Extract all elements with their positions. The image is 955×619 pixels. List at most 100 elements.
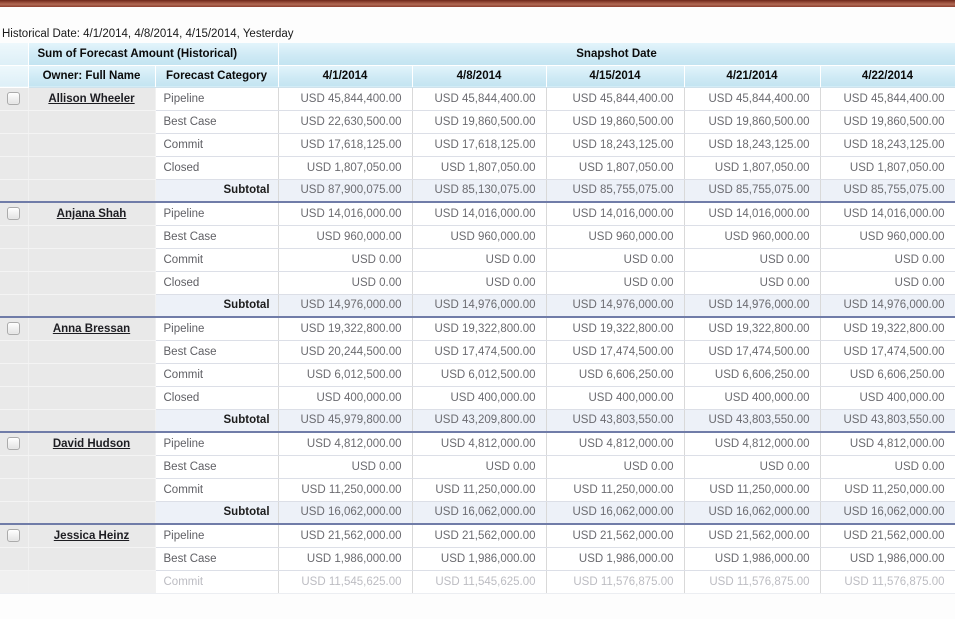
forecast-category-cell: Pipeline	[155, 87, 279, 111]
report-data-row: Best Case USD 960,000.00 USD 960,000.00 USD…	[0, 225, 955, 249]
report-data-row: Closed USD 400,000.00 USD 400,000.00 USD 40…	[0, 386, 955, 410]
owner-name-cell	[28, 271, 156, 295]
row-select-checkbox[interactable]	[7, 437, 21, 451]
row-checkbox-cell	[0, 386, 29, 410]
amount-cell: USD 6,606,250.00	[684, 363, 821, 387]
owner-name-cell	[28, 294, 156, 318]
report-header-row-2: Owner: Full Name Forecast Category 4/1/2…	[0, 65, 955, 88]
owner-name-cell	[28, 386, 156, 410]
amount-cell: USD 21,562,000.00	[412, 524, 547, 548]
report-data-row: Commit USD 6,012,500.00 USD 6,012,500.00 US…	[0, 363, 955, 387]
owner-name-cell: Anjana Shah	[28, 202, 156, 226]
owner-column-header[interactable]: Owner: Full Name	[28, 65, 156, 88]
forecast-category-cell: Commit	[155, 248, 279, 272]
amount-cell: USD 18,243,125.00	[820, 133, 955, 157]
amount-cell: USD 400,000.00	[278, 386, 413, 410]
report-data-row: Allison Wheeler Pipeline USD 45,844,400.00…	[0, 87, 955, 111]
forecast-category-cell: Commit	[155, 363, 279, 387]
row-checkbox-cell	[0, 501, 29, 525]
forecast-category-cell: Closed	[155, 156, 279, 180]
amount-cell: USD 14,016,000.00	[820, 202, 955, 226]
subtotal-amount-cell: USD 16,062,000.00	[684, 501, 821, 525]
forecast-category-cell: Best Case	[155, 455, 279, 479]
row-select-checkbox[interactable]	[7, 322, 21, 336]
date-column-header[interactable]: 4/1/2014	[278, 65, 413, 88]
row-checkbox-cell[interactable]	[0, 87, 29, 111]
owner-name-link[interactable]: Anna Bressan	[52, 322, 131, 335]
forecast-category-cell: Closed	[155, 386, 279, 410]
report-data-row: Commit USD 0.00 USD 0.00 USD 0.00 USD 0.00 US…	[0, 248, 955, 272]
amount-cell: USD 14,016,000.00	[684, 202, 821, 226]
report-data-row: Commit USD 11,250,000.00 USD 11,250,000.00…	[0, 478, 955, 502]
row-checkbox-cell[interactable]	[0, 432, 29, 456]
amount-cell: USD 0.00	[546, 271, 685, 295]
forecast-category-cell: Commit	[155, 570, 279, 594]
report-data-row: David Hudson Pipeline USD 4,812,000.00 USD …	[0, 432, 955, 456]
amount-cell: USD 960,000.00	[412, 225, 547, 249]
amount-cell: USD 17,474,500.00	[684, 340, 821, 364]
date-column-header[interactable]: 4/22/2014	[820, 65, 955, 88]
report-data-row: Best Case USD 0.00 USD 0.00 USD 0.00 USD 0.0…	[0, 455, 955, 479]
amount-cell: USD 0.00	[412, 271, 547, 295]
row-checkbox-cell	[0, 363, 29, 387]
amount-cell: USD 11,250,000.00	[412, 478, 547, 502]
amount-cell: USD 0.00	[684, 248, 821, 272]
report-data-row: Best Case USD 1,986,000.00 USD 1,986,000.0…	[0, 547, 955, 571]
amount-cell: USD 18,243,125.00	[546, 133, 685, 157]
amount-cell: USD 45,844,400.00	[820, 87, 955, 111]
amount-cell: USD 400,000.00	[820, 386, 955, 410]
amount-cell: USD 6,012,500.00	[278, 363, 413, 387]
date-column-header[interactable]: 4/15/2014	[546, 65, 685, 88]
date-column-header[interactable]: 4/21/2014	[684, 65, 821, 88]
row-checkbox-cell	[0, 248, 29, 272]
row-select-checkbox[interactable]	[7, 529, 21, 543]
date-column-header[interactable]: 4/8/2014	[412, 65, 547, 88]
subtotal-row: Subtotal USD 16,062,000.00 USD 16,062,000.…	[0, 501, 955, 525]
amount-cell: USD 14,016,000.00	[546, 202, 685, 226]
forecast-category-column-header[interactable]: Forecast Category	[155, 65, 279, 88]
amount-cell: USD 45,844,400.00	[684, 87, 821, 111]
amount-cell: USD 21,562,000.00	[684, 524, 821, 548]
amount-cell: USD 1,807,050.00	[820, 156, 955, 180]
amount-cell: USD 0.00	[546, 455, 685, 479]
forecast-category-cell: Pipeline	[155, 524, 279, 548]
amount-cell: USD 400,000.00	[684, 386, 821, 410]
subtotal-row: Subtotal USD 14,976,000.00 USD 14,976,000.…	[0, 294, 955, 318]
amount-cell: USD 0.00	[684, 455, 821, 479]
row-select-checkbox[interactable]	[7, 92, 21, 105]
subtotal-amount-cell: USD 14,976,000.00	[820, 294, 955, 318]
row-checkbox-cell[interactable]	[0, 524, 29, 548]
amount-cell: USD 20,244,500.00	[278, 340, 413, 364]
owner-name-link[interactable]: Allison Wheeler	[48, 92, 135, 105]
amount-cell: USD 4,812,000.00	[684, 432, 821, 456]
amount-cell: USD 1,986,000.00	[412, 547, 547, 571]
amount-cell: USD 19,860,500.00	[546, 110, 685, 134]
forecast-category-cell: Pipeline	[155, 317, 279, 341]
owner-name-cell: Allison Wheeler	[28, 87, 156, 111]
row-checkbox-cell[interactable]	[0, 202, 29, 226]
amount-cell: USD 22,630,500.00	[278, 110, 413, 134]
row-checkbox-cell[interactable]	[0, 317, 29, 341]
measure-header: Sum of Forecast Amount (Historical)	[28, 43, 279, 66]
owner-name-cell	[28, 225, 156, 249]
amount-cell: USD 11,250,000.00	[684, 478, 821, 502]
amount-cell: USD 0.00	[278, 248, 413, 272]
amount-cell: USD 11,250,000.00	[820, 478, 955, 502]
amount-cell: USD 19,860,500.00	[820, 110, 955, 134]
amount-cell: USD 0.00	[412, 248, 547, 272]
amount-cell: USD 960,000.00	[684, 225, 821, 249]
owner-name-link[interactable]: Anjana Shah	[56, 207, 127, 220]
amount-cell: USD 17,474,500.00	[412, 340, 547, 364]
amount-cell: USD 0.00	[546, 248, 685, 272]
amount-cell: USD 11,250,000.00	[546, 478, 685, 502]
subtotal-amount-cell: USD 43,209,800.00	[412, 409, 547, 433]
forecast-category-cell: Best Case	[155, 225, 279, 249]
row-select-checkbox[interactable]	[7, 207, 21, 221]
checkbox-column-header	[0, 65, 29, 88]
amount-cell: USD 1,807,050.00	[546, 156, 685, 180]
owner-name-cell	[28, 363, 156, 387]
owner-name-cell	[28, 501, 156, 525]
owner-name-link[interactable]: David Hudson	[52, 437, 131, 450]
amount-cell: USD 960,000.00	[820, 225, 955, 249]
owner-name-link[interactable]: Jessica Heinz	[53, 529, 130, 542]
